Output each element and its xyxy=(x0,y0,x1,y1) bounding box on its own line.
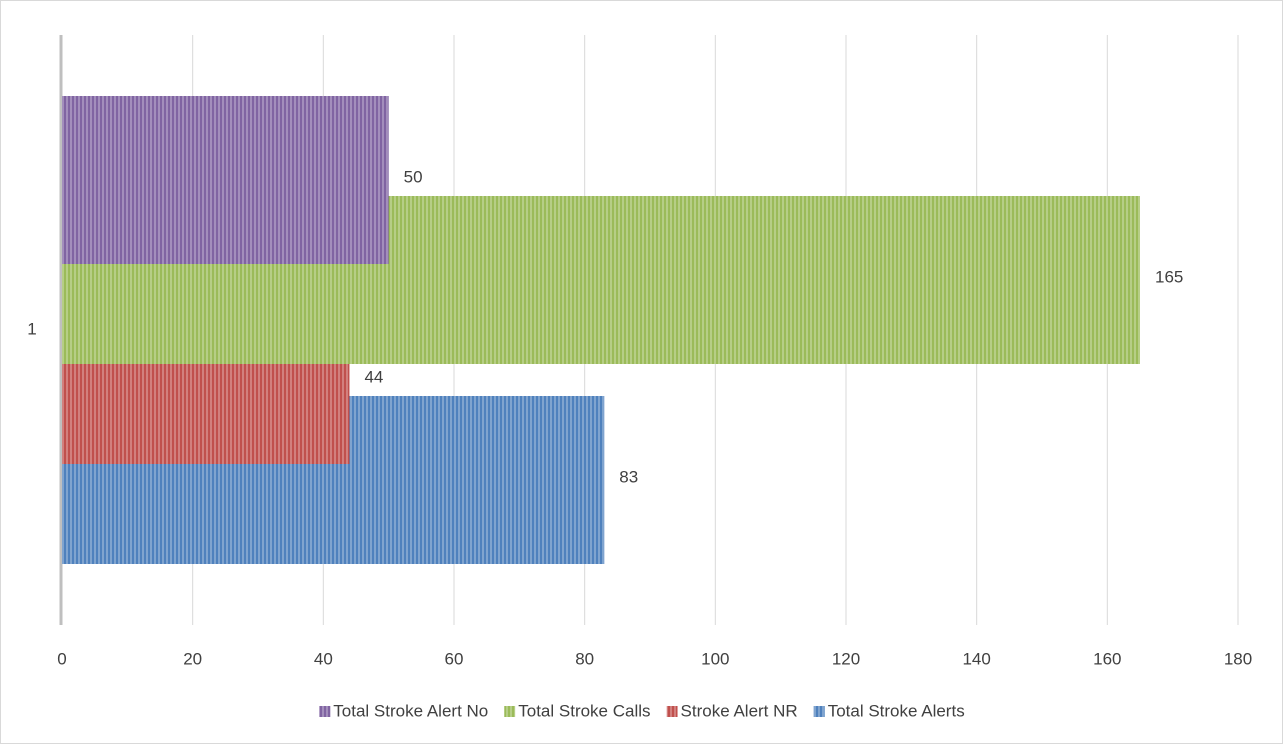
x-tick-label: 100 xyxy=(701,649,729,668)
legend-swatch xyxy=(319,706,331,717)
x-tick-label: 120 xyxy=(832,649,860,668)
legend-label: Total Stroke Alert No xyxy=(333,701,488,720)
x-tick-label: 60 xyxy=(445,649,464,668)
x-tick-label: 160 xyxy=(1093,649,1121,668)
y-tick-label: 1 xyxy=(27,319,36,338)
data-label: 165 xyxy=(1155,267,1183,286)
x-tick-label: 0 xyxy=(57,649,66,668)
data-label: 50 xyxy=(404,167,423,186)
x-tick-label: 80 xyxy=(575,649,594,668)
data-label: 44 xyxy=(364,367,383,386)
x-tick-label: 40 xyxy=(314,649,333,668)
x-tick-label: 20 xyxy=(183,649,202,668)
legend-swatch xyxy=(666,706,678,717)
legend-label: Total Stroke Calls xyxy=(518,701,650,720)
legend-swatch xyxy=(504,706,516,717)
x-tick-label: 140 xyxy=(962,649,990,668)
data-label: 83 xyxy=(619,467,638,486)
x-tick-label: 180 xyxy=(1224,649,1252,668)
legend-label: Total Stroke Alerts xyxy=(828,701,965,720)
legend-label: Stroke Alert NR xyxy=(681,701,798,720)
bar xyxy=(62,96,389,264)
legend-swatch xyxy=(813,706,825,717)
